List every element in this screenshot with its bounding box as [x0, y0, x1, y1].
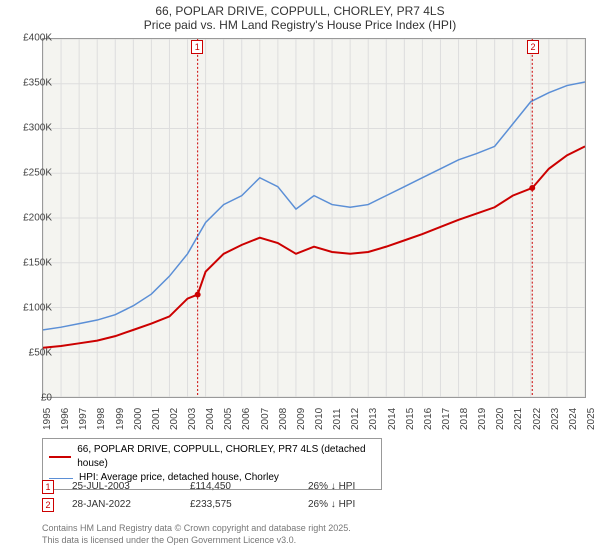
- transaction-marker: 2: [42, 498, 54, 512]
- transaction-date: 28-JAN-2022: [72, 496, 172, 514]
- y-axis-label: £0: [41, 393, 52, 404]
- y-axis-label: £150K: [23, 258, 52, 269]
- x-axis-label: 2014: [387, 408, 398, 430]
- y-axis-label: £350K: [23, 78, 52, 89]
- x-axis-label: 2024: [568, 408, 579, 430]
- x-axis-label: 2023: [550, 408, 561, 430]
- x-axis-label: 2005: [223, 408, 234, 430]
- x-axis-label: 2016: [423, 408, 434, 430]
- legend-label: 66, POPLAR DRIVE, COPPULL, CHORLEY, PR7 …: [77, 443, 375, 471]
- y-axis-label: £50K: [29, 348, 52, 359]
- transaction-price: £233,575: [190, 496, 290, 514]
- x-axis-label: 2015: [405, 408, 416, 430]
- x-axis-label: 1997: [78, 408, 89, 430]
- x-axis-label: 2020: [495, 408, 506, 430]
- y-axis-label: £250K: [23, 168, 52, 179]
- x-axis-label: 2021: [513, 408, 524, 430]
- transaction-delta: 26% ↓ HPI: [308, 478, 408, 496]
- transaction-table: 1 25-JUL-2003 £114,450 26% ↓ HPI 2 28-JAN-202…: [42, 478, 408, 514]
- x-axis-label: 2009: [296, 408, 307, 430]
- legend-row: 66, POPLAR DRIVE, COPPULL, CHORLEY, PR7 …: [49, 443, 375, 471]
- chart-marker: 2: [527, 40, 539, 54]
- transaction-row: 1 25-JUL-2003 £114,450 26% ↓ HPI: [42, 478, 408, 496]
- chart-marker: 1: [191, 40, 203, 54]
- x-axis-label: 2006: [241, 408, 252, 430]
- x-axis-label: 2017: [441, 408, 452, 430]
- x-axis-label: 2004: [205, 408, 216, 430]
- transaction-row: 2 28-JAN-2022 £233,575 26% ↓ HPI: [42, 496, 408, 514]
- title-address: 66, POPLAR DRIVE, COPPULL, CHORLEY, PR7 …: [0, 4, 600, 18]
- y-axis-label: £400K: [23, 33, 52, 44]
- legend-swatch: [49, 456, 71, 458]
- x-axis-label: 2025: [586, 408, 597, 430]
- transaction-price: £114,450: [190, 478, 290, 496]
- footer-line1: Contains HM Land Registry data © Crown c…: [42, 522, 351, 534]
- x-axis-label: 1999: [115, 408, 126, 430]
- x-axis-label: 2001: [151, 408, 162, 430]
- x-axis-label: 2022: [532, 408, 543, 430]
- x-axis-label: 2018: [459, 408, 470, 430]
- y-axis-label: £100K: [23, 303, 52, 314]
- x-axis-label: 1998: [96, 408, 107, 430]
- footer-line2: This data is licensed under the Open Gov…: [42, 534, 351, 546]
- y-axis-label: £200K: [23, 213, 52, 224]
- x-axis-label: 2013: [368, 408, 379, 430]
- transaction-date: 25-JUL-2003: [72, 478, 172, 496]
- footer: Contains HM Land Registry data © Crown c…: [42, 522, 351, 546]
- title-subtitle: Price paid vs. HM Land Registry's House …: [0, 18, 600, 32]
- x-axis-label: 2003: [187, 408, 198, 430]
- title-block: 66, POPLAR DRIVE, COPPULL, CHORLEY, PR7 …: [0, 0, 600, 34]
- chart-area: [42, 38, 586, 398]
- x-axis-label: 2002: [169, 408, 180, 430]
- x-axis-label: 2000: [133, 408, 144, 430]
- x-axis-label: 1995: [42, 408, 53, 430]
- x-axis-label: 2008: [278, 408, 289, 430]
- x-axis-label: 2019: [477, 408, 488, 430]
- x-axis-label: 2010: [314, 408, 325, 430]
- x-axis-label: 2011: [332, 408, 343, 430]
- chart-container: 66, POPLAR DRIVE, COPPULL, CHORLEY, PR7 …: [0, 0, 600, 560]
- x-axis-label: 1996: [60, 408, 71, 430]
- transaction-marker: 1: [42, 480, 54, 494]
- chart-svg: [43, 39, 585, 397]
- x-axis-label: 2007: [260, 408, 271, 430]
- y-axis-label: £300K: [23, 123, 52, 134]
- x-axis-label: 2012: [350, 408, 361, 430]
- transaction-delta: 26% ↓ HPI: [308, 496, 408, 514]
